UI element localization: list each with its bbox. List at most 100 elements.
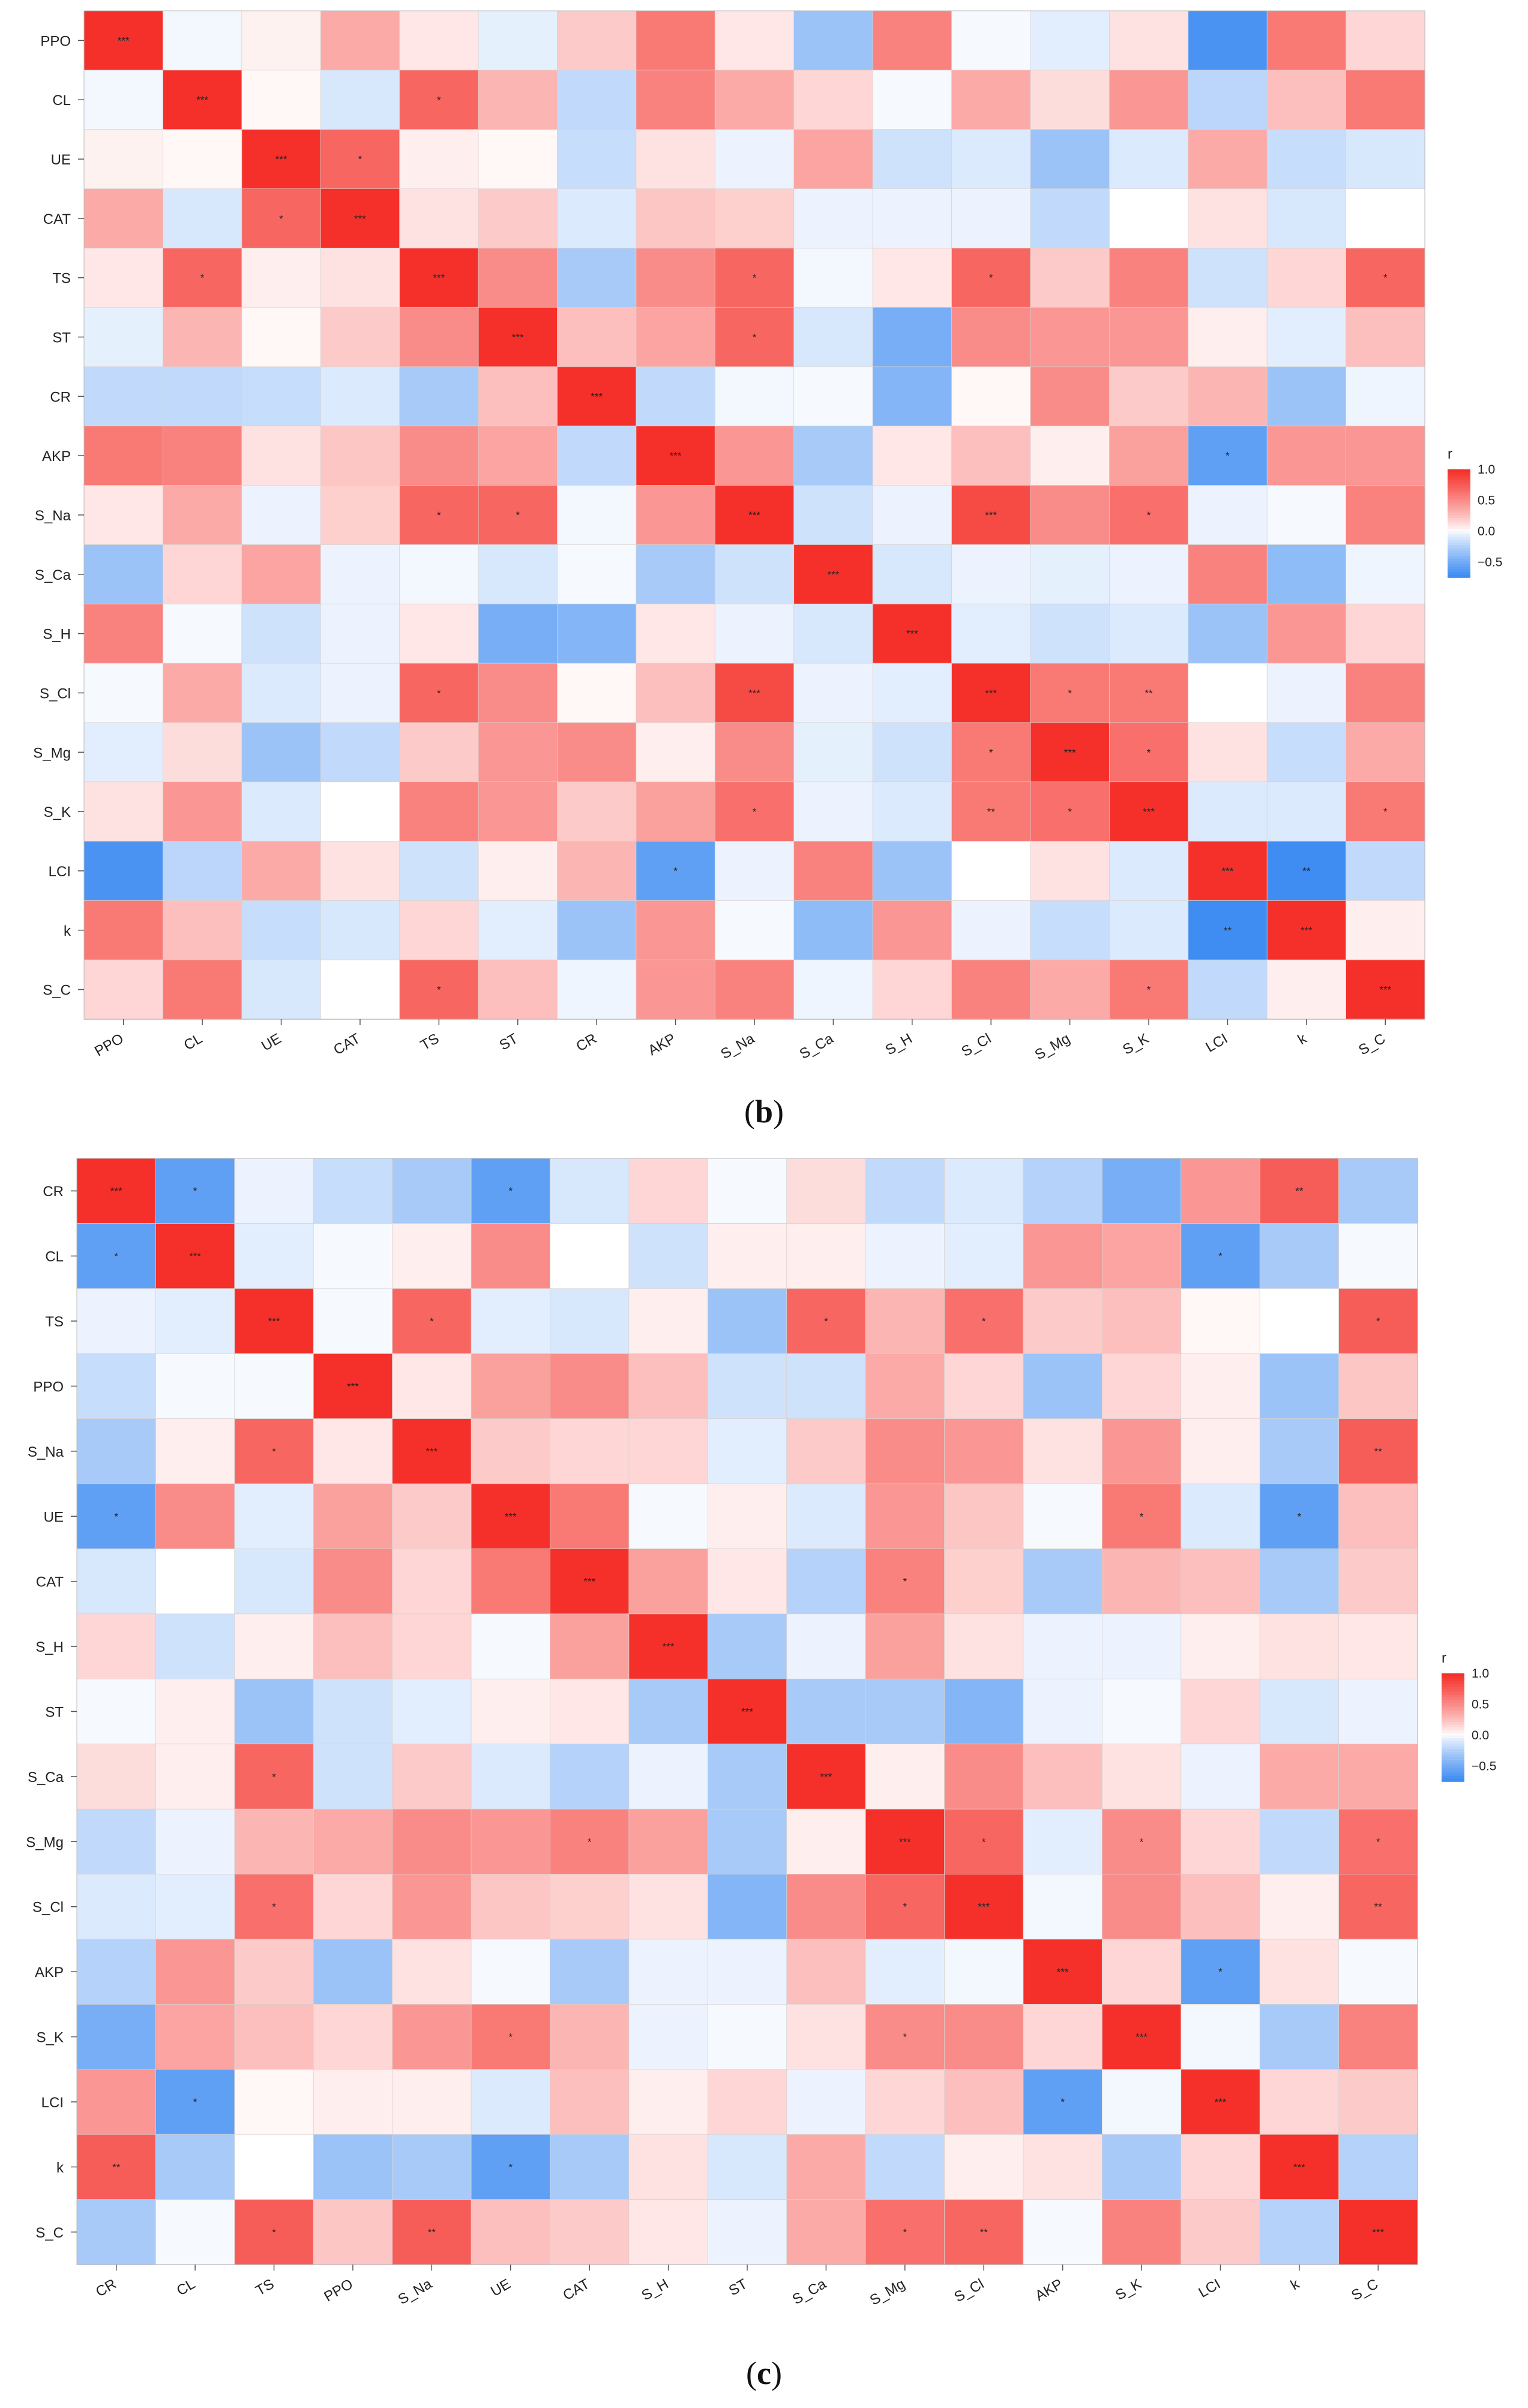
- heatmap-cell: [557, 247, 637, 309]
- significance-mark: *: [1068, 687, 1072, 699]
- heatmap-cell: [76, 1353, 157, 1419]
- significance-mark: *: [588, 1836, 592, 1847]
- significance-mark: *: [279, 213, 283, 224]
- heatmap-cell: [714, 129, 795, 190]
- heatmap-cell: [636, 544, 716, 605]
- heatmap-cell: [399, 10, 480, 71]
- heatmap-cell: [241, 366, 322, 427]
- heatmap-panel-c: *** * * *** *** **** * * * ***** *** *** *** * **** ***…: [26, 1158, 1496, 2391]
- significance-mark: **: [1144, 687, 1153, 699]
- heatmap-cell: [1259, 1808, 1340, 1875]
- heatmap-cell: [786, 1874, 867, 1940]
- heatmap-cell: [1101, 1613, 1182, 1680]
- heatmap-cell: [313, 1288, 393, 1355]
- heatmap-cell: [1188, 603, 1268, 664]
- heatmap-cell: [872, 485, 952, 546]
- significance-mark: **: [1224, 925, 1232, 936]
- significance-mark: *: [982, 1836, 986, 1847]
- heatmap-cell: [163, 959, 242, 1020]
- heatmap-cell: [241, 841, 322, 901]
- heatmap-cell: [478, 603, 558, 664]
- colorbar-tick-label: 0.5: [1478, 493, 1495, 507]
- heatmap-cell: [628, 1939, 709, 2005]
- colorbar-segment: [1442, 1711, 1464, 1715]
- colorbar-segment: [1448, 574, 1470, 578]
- heatmap-cell: [865, 1353, 945, 1419]
- colorbar-legend: r 1.0 0.5 0.0 −0.5: [1442, 1650, 1496, 1782]
- heatmap-cell: [628, 1223, 709, 1289]
- heatmap-cell: [320, 129, 400, 190]
- heatmap-cell: [478, 485, 558, 546]
- colorbar-segment: [1442, 1724, 1464, 1728]
- heatmap-cell: [944, 1483, 1024, 1550]
- heatmap-cell: [313, 2003, 393, 2070]
- heatmap-cell: [1023, 1288, 1103, 1355]
- heatmap-cell: [550, 2003, 630, 2070]
- heatmap-cell: [628, 1613, 709, 1680]
- heatmap-cell: [320, 10, 400, 71]
- colorbar-segment: [1448, 572, 1470, 576]
- heatmap-cell: [234, 1874, 314, 1940]
- heatmap-cell: [1030, 247, 1110, 309]
- heatmap-cell: [1108, 70, 1189, 130]
- heatmap-cell: [628, 2069, 709, 2136]
- heatmap-cell: [76, 1288, 157, 1355]
- significance-mark: **: [112, 2161, 121, 2173]
- heatmap-cell: [478, 188, 558, 249]
- heatmap-cell: [313, 1939, 393, 2005]
- heatmap-cell: [628, 1808, 709, 1875]
- x-tick-label: S_H: [639, 2276, 672, 2304]
- heatmap-cell: [1030, 485, 1110, 546]
- heatmap-cell: [1101, 1158, 1182, 1224]
- x-tick-label: S_Mg: [867, 2276, 908, 2309]
- heatmap-cell: [944, 1223, 1024, 1289]
- heatmap-cell: [793, 366, 874, 427]
- y-tick-label: S_Mg: [33, 745, 71, 761]
- x-tick-label: CR: [93, 2276, 119, 2301]
- heatmap-cell: [714, 307, 795, 367]
- heatmap-cell: [1023, 1353, 1103, 1419]
- heatmap-cell: [1101, 2134, 1182, 2200]
- colorbar-tick-label: 0.0: [1478, 525, 1495, 538]
- heatmap-cell: [1266, 247, 1347, 309]
- significance-mark: ***: [1143, 806, 1155, 817]
- colorbar-segment: [1442, 1717, 1464, 1720]
- heatmap-cell: [471, 2199, 551, 2266]
- heatmap-cell: [786, 2199, 867, 2266]
- colorbar-tick-label: 0.5: [1472, 1697, 1489, 1711]
- heatmap-cell: [399, 722, 480, 783]
- colorbar-segment: [1448, 469, 1470, 473]
- heatmap-cell: [155, 2199, 235, 2266]
- heatmap-cell: [951, 188, 1031, 249]
- heatmap-cell: [1338, 2069, 1419, 2136]
- heatmap-cell: [951, 841, 1031, 901]
- heatmap-cell: [1023, 1613, 1103, 1680]
- heatmap-cell: [1108, 366, 1189, 427]
- heatmap-cell: [478, 10, 558, 71]
- heatmap-cell: [1266, 544, 1347, 605]
- panel-caption: (b): [744, 1094, 784, 1130]
- heatmap-cell: [1338, 1744, 1419, 1810]
- heatmap-cell: [234, 1288, 314, 1355]
- heatmap-cell: [872, 10, 952, 71]
- colorbar-segment: [1442, 1684, 1464, 1688]
- heatmap-cell: [1266, 426, 1347, 486]
- x-tick-label: S_K: [1113, 2276, 1144, 2304]
- heatmap-cell: [1346, 426, 1426, 486]
- x-tick-label: TS: [418, 1031, 442, 1054]
- heatmap-cell: [557, 663, 637, 723]
- heatmap-cell: [1266, 307, 1347, 367]
- significance-mark: *: [358, 154, 362, 165]
- heatmap-cell: [1346, 307, 1426, 367]
- significance-mark: *: [903, 1576, 907, 1588]
- heatmap-cell: [234, 1613, 314, 1680]
- y-tick-label: S_K: [37, 2030, 64, 2046]
- heatmap-cell: [1023, 2003, 1103, 2070]
- significance-mark: ***: [426, 1446, 438, 1457]
- heatmap-cell: [628, 1158, 709, 1224]
- x-tick-label: S_C: [1356, 1031, 1388, 1059]
- significance-mark: *: [272, 1446, 276, 1457]
- colorbar-segment: [1442, 1765, 1464, 1769]
- heatmap-cell: [1259, 2069, 1340, 2136]
- colorbar-segment: [1442, 1778, 1464, 1782]
